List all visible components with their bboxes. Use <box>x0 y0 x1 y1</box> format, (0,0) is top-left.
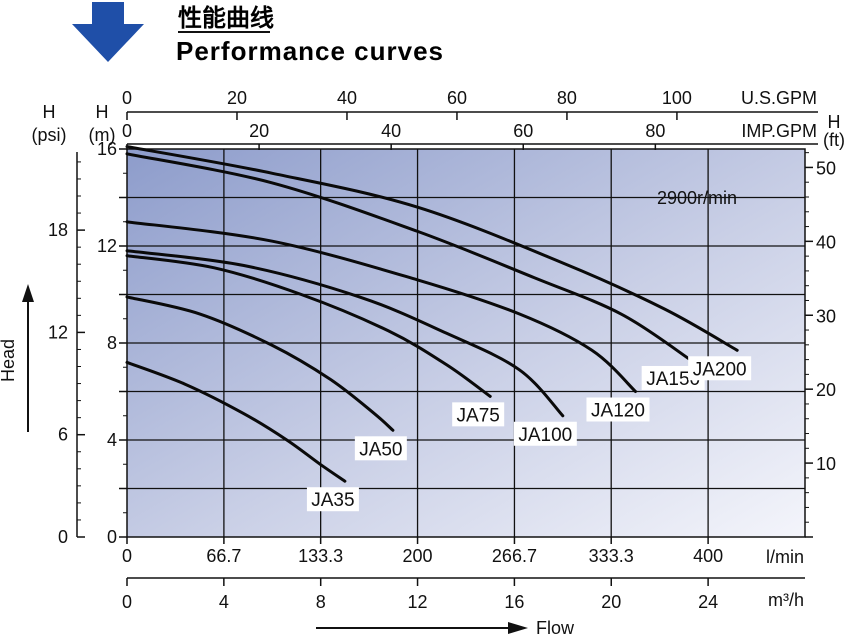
curve-label-ja150: JA150 <box>646 369 700 390</box>
impgpm-tick-label: 40 <box>381 121 401 141</box>
head-axis-title: Head <box>0 339 18 382</box>
usgpm-tick-label: 0 <box>122 88 132 108</box>
m3h-tick-label: 8 <box>316 592 326 612</box>
curve-ja120 <box>125 220 637 393</box>
ft-axis-label: H <box>828 112 841 132</box>
m-tick-label: 4 <box>107 430 117 450</box>
psi-tick-label: 18 <box>48 220 68 240</box>
curve-label-box <box>452 402 505 427</box>
ft-axis-unit: (ft) <box>823 130 845 150</box>
ft-tick-label: 10 <box>816 454 836 474</box>
ft-tick-label: 20 <box>816 380 836 400</box>
curve-label-ja50: JA50 <box>359 439 402 460</box>
curve-label-ja35: JA35 <box>311 490 354 511</box>
m-tick-label: 8 <box>107 333 117 353</box>
impgpm-tick-label: 0 <box>122 121 132 141</box>
curve-ja75 <box>125 254 492 398</box>
usgpm-tick-label: 40 <box>337 88 357 108</box>
usgpm-tick-label: 80 <box>557 88 577 108</box>
title-en: Performance curves <box>176 36 444 66</box>
left-axes: 0 4 8 12 16 0 6 12 18 <box>48 139 127 547</box>
psi-axis-label: H <box>43 102 56 122</box>
down-arrow-icon <box>72 2 144 62</box>
usgpm-tick-label: 20 <box>227 88 247 108</box>
curve-label-ja120: JA120 <box>591 401 645 422</box>
usgpm-tick-label: 60 <box>447 88 467 108</box>
usgpm-tick-label: 100 <box>662 88 692 108</box>
flow-arrow-icon <box>508 622 528 634</box>
x-tick-label: 200 <box>403 546 433 566</box>
curves <box>125 145 739 483</box>
curve-label-ja75: JA75 <box>457 405 500 426</box>
curve-ja50 <box>125 295 395 432</box>
x-tick-label: 0 <box>122 546 132 566</box>
curve-label-box <box>513 421 577 446</box>
m3h-tick-label: 20 <box>601 592 621 612</box>
speed-label: 2900r/min <box>657 188 737 208</box>
m-axis-unit: (m) <box>89 125 116 145</box>
ft-tick-label: 30 <box>816 306 836 326</box>
usgpm-unit: U.S.GPM <box>741 88 817 108</box>
flow-axis-title: Flow <box>536 618 575 635</box>
ft-tick-label: 50 <box>816 158 836 178</box>
head-arrow-icon <box>22 284 34 302</box>
x-tick-label: 266.7 <box>492 546 537 566</box>
ft-tick-label: 40 <box>816 232 836 252</box>
m3h-tick-label: 16 <box>504 592 524 612</box>
curve-label-box <box>306 487 359 512</box>
x-tick-label: 66.7 <box>206 546 241 566</box>
m3h-tick-label: 4 <box>219 592 229 612</box>
title-cn: 性能曲线 <box>178 4 274 32</box>
impgpm-tick-label: 20 <box>249 121 269 141</box>
m-axis-label: H <box>96 102 109 122</box>
x-tick-label: 333.3 <box>589 546 634 566</box>
m3h-tick-label: 12 <box>408 592 428 612</box>
m-tick-label: 0 <box>107 527 117 547</box>
curve-ja150 <box>125 152 693 362</box>
curve-ja100 <box>125 249 565 418</box>
impgpm-tick-label: 80 <box>645 121 665 141</box>
psi-tick-label: 6 <box>58 425 68 445</box>
m3h-tick-label: 0 <box>122 592 132 612</box>
curve-ja35 <box>125 360 347 483</box>
psi-tick-label: 12 <box>48 322 68 342</box>
curve-label-box <box>354 436 407 461</box>
psi-axis-unit: (psi) <box>32 125 67 145</box>
m3h-tick-label: 24 <box>698 592 718 612</box>
x-tick-label: 400 <box>693 546 723 566</box>
psi-tick-label: 0 <box>58 527 68 547</box>
impgpm-tick-label: 60 <box>513 121 533 141</box>
m-tick-label: 12 <box>97 236 117 256</box>
curve-label-ja100: JA100 <box>518 425 572 446</box>
top-axes <box>127 111 818 145</box>
m-tick-label: 16 <box>97 139 117 159</box>
curve-label-box <box>688 356 752 381</box>
lmin-unit: l/min <box>766 547 804 567</box>
curve-label-ja200: JA200 <box>693 359 747 380</box>
curve-ja200 <box>125 145 739 352</box>
m3h-unit: m³/h <box>768 590 804 610</box>
impgpm-unit: IMP.GPM <box>741 121 817 141</box>
curve-label-box <box>586 397 650 422</box>
x-tick-label: 133.3 <box>298 546 343 566</box>
